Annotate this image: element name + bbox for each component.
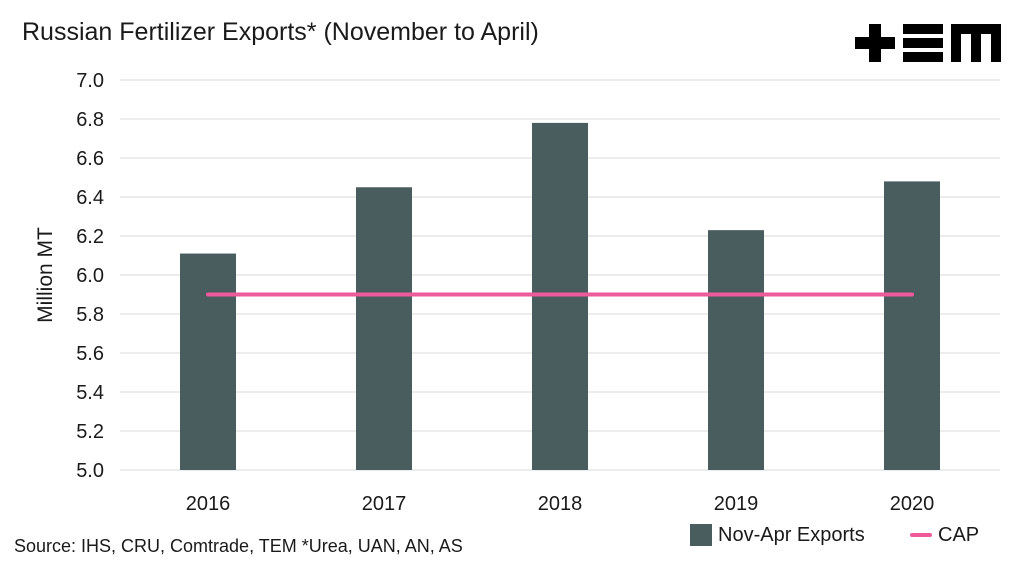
bar-2020 xyxy=(884,181,940,470)
legend-swatch-exports xyxy=(690,524,712,546)
x-tick-label: 2017 xyxy=(362,493,407,515)
x-tick-label: 2020 xyxy=(890,493,935,515)
y-tick-label: 6.4 xyxy=(76,187,104,209)
bar-2017 xyxy=(356,187,412,470)
y-tick-label: 6.2 xyxy=(76,226,104,248)
legend-item-exports: Nov-Apr Exports xyxy=(690,520,865,550)
y-tick-label: 5.8 xyxy=(76,304,104,326)
y-tick-label: 5.0 xyxy=(76,460,104,482)
source-note: Source: IHS, CRU, Comtrade, TEM *Urea, U… xyxy=(14,536,463,556)
legend-label-cap: CAP xyxy=(938,523,980,546)
legend-label-exports: Nov-Apr Exports xyxy=(718,523,865,546)
y-tick-label: 6.6 xyxy=(76,148,104,170)
y-axis-label: Million MT xyxy=(34,227,57,323)
legend-swatch-cap xyxy=(910,533,932,537)
x-tick-label: 2019 xyxy=(714,493,759,515)
y-tick-label: 6.8 xyxy=(76,109,104,131)
bar-2016 xyxy=(180,253,236,470)
chart-title: Russian Fertilizer Exports* (November to… xyxy=(22,18,539,46)
y-tick-label: 6.0 xyxy=(76,265,104,287)
tem-logo-icon xyxy=(855,24,1001,62)
y-tick-label: 7.0 xyxy=(76,70,104,92)
x-tick-label: 2018 xyxy=(538,493,583,515)
x-tick-label: 2016 xyxy=(186,493,231,515)
bar-2019 xyxy=(708,230,764,470)
y-tick-label: 5.6 xyxy=(76,343,104,365)
legend-item-cap: CAP xyxy=(910,520,979,550)
y-tick-label: 5.2 xyxy=(76,421,104,443)
y-tick-label: 5.4 xyxy=(76,382,104,404)
